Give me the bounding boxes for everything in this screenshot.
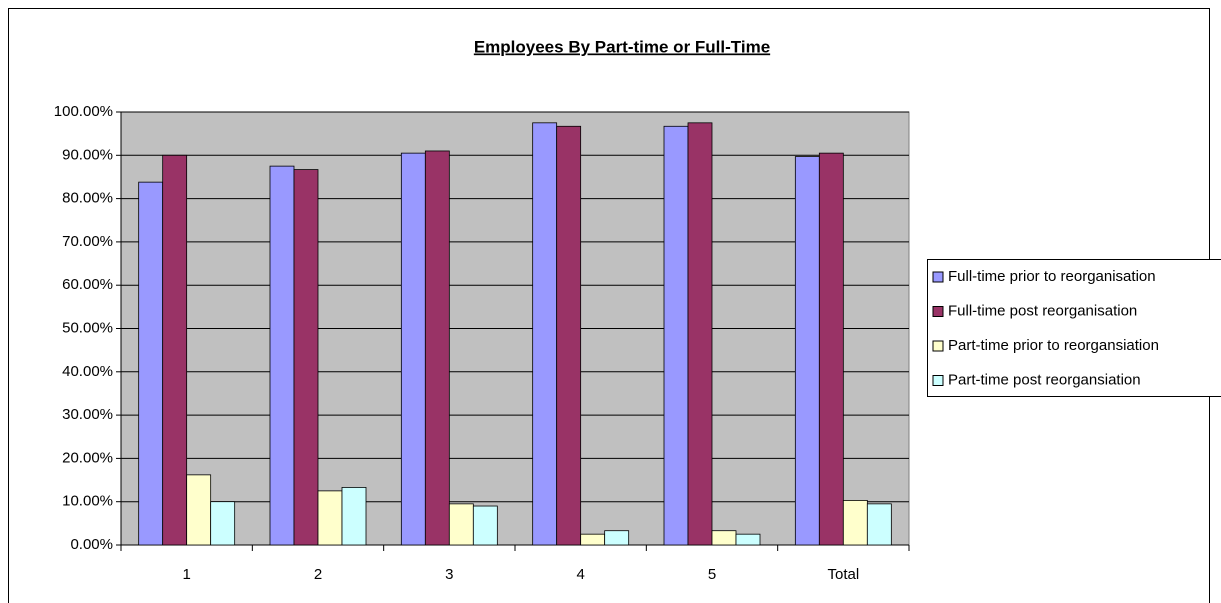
y-tick-label: 90.00% [62,146,113,163]
x-tick-label: Total [827,566,859,583]
bar [210,501,236,546]
y-tick-label: 50.00% [62,319,113,336]
x-tick-label: 4 [576,566,584,583]
bar [711,530,737,546]
x-tick-label: 3 [445,566,453,583]
legend-swatch [932,306,944,317]
bar [424,150,450,546]
y-tick-label: 10.00% [62,493,113,510]
bar [735,533,761,546]
y-tick-label: 0.00% [70,536,113,553]
y-tick-label: 30.00% [62,406,113,423]
bar [341,487,367,546]
bar [138,181,164,546]
bar [794,156,820,546]
x-tick-label: 2 [314,566,322,583]
y-tick-label: 100.00% [54,103,113,120]
bar [532,122,558,546]
y-tick-label: 80.00% [62,190,113,207]
bar [186,474,212,546]
bar [400,152,426,546]
legend-swatch [932,375,944,386]
bar [604,530,630,546]
bar [663,125,689,546]
legend-label: Part-time post reorgansiation [948,371,1141,388]
y-tick-label: 20.00% [62,449,113,466]
chart-title: Employees By Part-time or Full-Time [474,37,770,56]
x-tick-label: 5 [708,566,716,583]
legend-box [927,259,1221,397]
y-tick-label: 40.00% [62,363,113,380]
bar [448,503,474,546]
legend-swatch [932,271,944,283]
y-tick-label: 70.00% [62,233,113,250]
bar [162,154,188,546]
legend-label: Part-time prior to reorgansiation [948,337,1159,354]
bar [317,490,343,546]
bar [866,503,892,546]
bar [687,122,713,546]
legend-swatch [932,340,944,352]
legend-label: Full-time prior to reorganisation [948,268,1156,285]
bar [269,165,295,546]
y-tick-label: 60.00% [62,276,113,293]
bar [580,533,606,546]
x-tick-label: 1 [182,566,190,583]
bar [842,500,868,546]
bar [556,125,582,546]
legend-label: Full-time post reorganisation [948,302,1137,319]
bar [818,152,844,546]
bar [472,505,498,546]
bar [293,169,319,546]
